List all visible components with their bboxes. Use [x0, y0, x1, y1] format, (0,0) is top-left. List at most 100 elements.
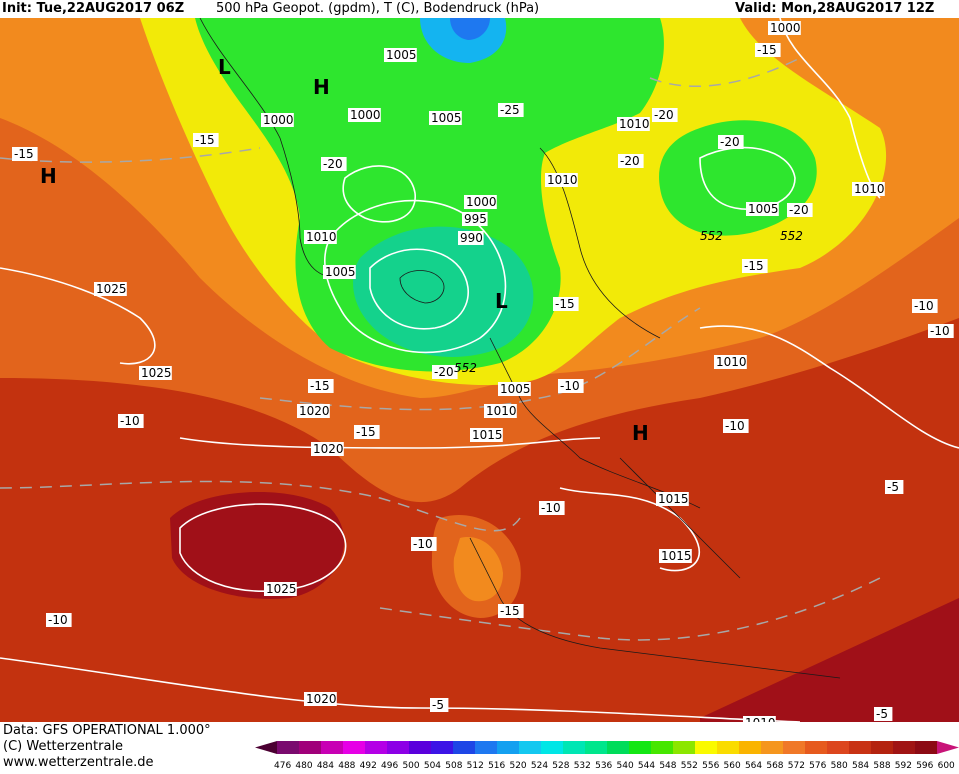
svg-text:-15: -15	[744, 259, 764, 273]
cutoff-low-core	[453, 537, 503, 602]
svg-text:1005: 1005	[325, 265, 356, 279]
svg-text:-15: -15	[555, 297, 575, 311]
svg-text:1005: 1005	[431, 111, 462, 125]
isotherm-label: -15	[354, 425, 380, 439]
isotherm-label: -15	[553, 297, 579, 311]
svg-text:1010: 1010	[486, 404, 517, 418]
isobar-label: 1010	[545, 173, 578, 187]
legend-tick: 572	[788, 761, 805, 770]
isobar-label: 1015	[659, 549, 692, 563]
svg-text:1010: 1010	[619, 117, 650, 131]
chart-title: 500 hPa Geopot. (gpdm), T (C), Bodendruc…	[216, 1, 540, 16]
green-trough	[195, 18, 664, 372]
legend-swatch	[541, 741, 563, 754]
isobar-label: 1005	[746, 202, 779, 216]
svg-text:1015: 1015	[658, 492, 689, 506]
legend-tick: 496	[381, 761, 398, 770]
legend-tick: 536	[595, 761, 612, 770]
svg-text:-20: -20	[654, 108, 674, 122]
isobar-label: 990	[458, 231, 484, 245]
legend-swatch	[739, 741, 761, 754]
legend-tick: 584	[852, 761, 869, 770]
svg-text:-10: -10	[48, 613, 68, 627]
svg-text:1010: 1010	[716, 355, 747, 369]
isotherm-label: -5	[885, 480, 904, 494]
svg-text:-10: -10	[930, 324, 950, 338]
geopotential-label: 552	[454, 361, 477, 375]
legend-tick: 544	[638, 761, 655, 770]
isotherm-label: -15	[308, 379, 334, 393]
svg-text:1010: 1010	[854, 182, 885, 196]
legend-tick: 592	[895, 761, 912, 770]
chart-header: Init: Tue,22AUG2017 06Z 500 hPa Geopot. …	[0, 0, 959, 18]
legend-tick: 576	[809, 761, 826, 770]
legend-tick: 532	[574, 761, 591, 770]
legend-swatch	[255, 741, 277, 754]
legend-tick: 520	[509, 761, 526, 770]
isotherm-label: -20	[432, 365, 458, 379]
isotherm-label: -15	[742, 259, 768, 273]
svg-text:-10: -10	[120, 414, 140, 428]
legend-swatch	[519, 741, 541, 754]
legend-tick: 548	[659, 761, 676, 770]
svg-text:-20: -20	[720, 135, 740, 149]
low-pressure-marker: L	[495, 289, 508, 313]
legend-tick: 528	[552, 761, 569, 770]
isobar-label: 1025	[139, 366, 172, 380]
legend-swatch	[365, 741, 387, 754]
legend-tick: 476	[274, 761, 291, 770]
isobar-label: 1005	[323, 265, 356, 279]
svg-text:-10: -10	[914, 299, 934, 313]
deep-ridge-atlantic	[170, 491, 345, 599]
svg-text:-15: -15	[310, 379, 330, 393]
legend-tick: 500	[402, 761, 419, 770]
isobar-label: 1000	[348, 108, 381, 122]
isotherm-label: -20	[652, 108, 678, 122]
legend-swatch	[299, 741, 321, 754]
svg-text:-10: -10	[560, 379, 580, 393]
isotherm-label: -10	[912, 299, 938, 313]
high-pressure-marker: H	[313, 75, 330, 99]
legend-tick: 560	[724, 761, 741, 770]
svg-text:1015: 1015	[661, 549, 692, 563]
svg-text:-5: -5	[432, 698, 444, 712]
isotherm-label: -10	[558, 379, 584, 393]
isotherm-label: -10	[723, 419, 749, 433]
isotherm-label: -5	[430, 698, 449, 712]
isotherm-label: -10	[411, 537, 437, 551]
isobar-label: 1010	[743, 716, 776, 722]
isotherms	[0, 57, 881, 641]
svg-text:1000: 1000	[263, 113, 294, 127]
isobar-label: 1010	[617, 117, 650, 131]
legend-tick: 488	[338, 761, 355, 770]
legend-tick: 524	[531, 761, 548, 770]
svg-text:1000: 1000	[350, 108, 381, 122]
cold-pool-blue	[450, 18, 490, 40]
isobar-label: 1020	[297, 404, 330, 418]
isobar-label: 1010	[852, 182, 885, 196]
isobar-label: 1000	[464, 195, 497, 209]
svg-text:1000: 1000	[770, 21, 801, 35]
isobar-label: 1020	[311, 442, 344, 456]
legend-swatch	[453, 741, 475, 754]
legend-tick: 580	[831, 761, 848, 770]
legend-tick: 556	[702, 761, 719, 770]
legend-swatch	[915, 741, 937, 754]
svg-text:-20: -20	[323, 157, 343, 171]
svg-text:1025: 1025	[266, 582, 297, 596]
svg-text:-15: -15	[195, 133, 215, 147]
svg-text:-10: -10	[413, 537, 433, 551]
isobar-label: 1005	[429, 111, 462, 125]
legend-swatch	[563, 741, 585, 754]
isotherm-label: -15	[498, 604, 524, 618]
website: www.wetterzentrale.de	[3, 755, 154, 770]
legend-swatch	[607, 741, 629, 754]
svg-text:-20: -20	[620, 154, 640, 168]
svg-text:-5: -5	[887, 480, 899, 494]
svg-text:995: 995	[464, 212, 487, 226]
svg-text:-10: -10	[541, 501, 561, 515]
svg-text:1010: 1010	[547, 173, 578, 187]
geopotential-label: 552	[700, 229, 723, 243]
legend-swatch	[651, 741, 673, 754]
isotherm-label: -20	[718, 135, 744, 149]
